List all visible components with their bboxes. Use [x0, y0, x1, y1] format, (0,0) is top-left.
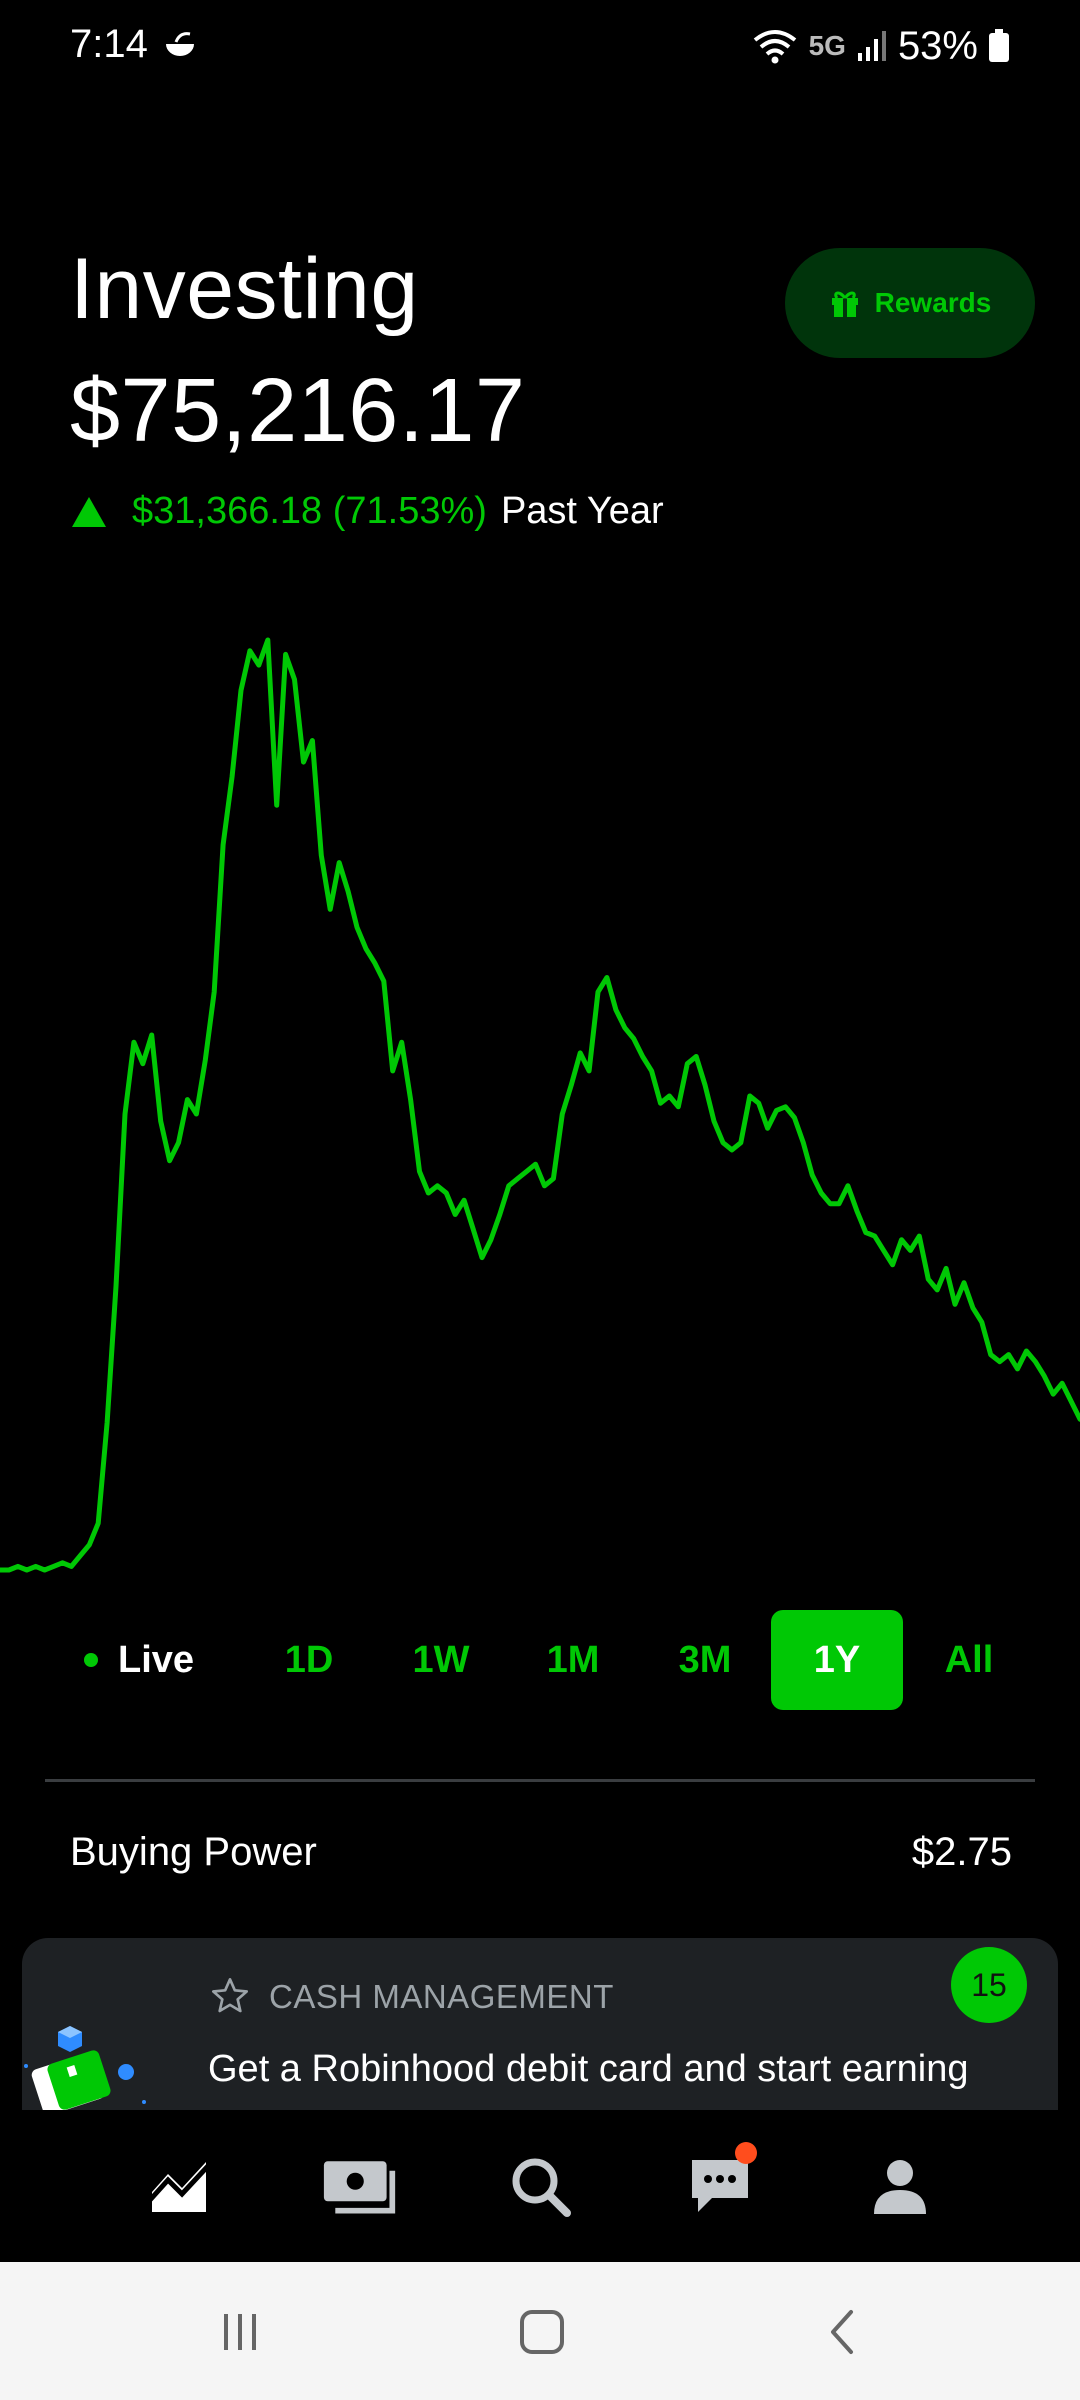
debit-card-illustration [24, 2026, 146, 2110]
rewards-label: Rewards [874, 287, 992, 318]
notification-app-icon [166, 32, 194, 56]
messages-notification-dot [735, 2142, 757, 2164]
time-range-selector: Live 1D 1W 1M 3M 1Y All [0, 1610, 1080, 1710]
chart-icon [148, 2162, 210, 2212]
recents-icon [224, 2314, 256, 2350]
messages-icon [692, 2160, 748, 2212]
gift-icon [831, 291, 858, 317]
range-label: 1M [546, 1638, 600, 1681]
range-1d-button[interactable]: 1D [243, 1610, 375, 1710]
range-1m-button[interactable]: 1M [507, 1610, 639, 1710]
range-label: 1D [284, 1638, 334, 1681]
wifi-icon [753, 30, 796, 64]
signal-icon [857, 31, 886, 61]
recents-button[interactable] [205, 2302, 275, 2362]
up-arrow-icon [72, 496, 106, 527]
system-nav-bar [0, 2262, 1080, 2400]
account-icon [874, 2160, 926, 2214]
chart-series-line [0, 637, 1080, 1573]
range-label: 3M [678, 1638, 732, 1681]
change-period: Past Year [500, 490, 664, 532]
cash-management-card[interactable]: CASH MANAGEMENT Get a Robinhood debit ca… [22, 1938, 1058, 2110]
back-icon [831, 2310, 853, 2354]
star-icon [212, 1978, 249, 2013]
home-icon [520, 2310, 564, 2354]
portfolio-chart[interactable] [0, 620, 1080, 1590]
change-amount: $31,366.18 (71.53%) [132, 490, 487, 532]
status-bar: 7:14 5G 53% [0, 0, 1080, 92]
status-time: 7:14 [70, 22, 148, 66]
card-text: Get a Robinhood debit card and start ear… [208, 2048, 969, 2090]
range-label: 1W [412, 1638, 470, 1681]
nav-search[interactable] [502, 2148, 578, 2224]
portfolio-change: $31,366.18 (71.53%) Past Year [72, 490, 664, 533]
nav-cash[interactable] [322, 2148, 398, 2224]
divider [45, 1779, 1035, 1782]
live-label: Live [118, 1638, 195, 1681]
status-right: 5G 53% [751, 22, 1010, 70]
cash-icon [323, 2161, 396, 2214]
battery-percent: 53% [897, 23, 978, 68]
home-button[interactable] [507, 2302, 577, 2362]
network-type: 5G [808, 30, 846, 61]
back-button[interactable] [808, 2302, 878, 2362]
rewards-button[interactable]: Rewards [785, 248, 1035, 358]
nav-investing[interactable] [142, 2148, 218, 2224]
portfolio-value: $75,216.17 [70, 361, 526, 461]
buying-power-label[interactable]: Buying Power [70, 1830, 317, 1874]
card-category: CASH MANAGEMENT [269, 1978, 614, 2015]
notification-count-badge[interactable]: 15 [951, 1947, 1027, 2023]
live-indicator-dot [84, 1653, 98, 1667]
range-label: All [944, 1638, 994, 1681]
range-1w-button[interactable]: 1W [375, 1610, 507, 1710]
live-button[interactable]: Live [84, 1610, 194, 1710]
battery-icon [989, 29, 1009, 62]
page-title: Investing [70, 241, 419, 337]
range-label: 1Y [813, 1638, 861, 1681]
range-3m-button[interactable]: 3M [639, 1610, 771, 1710]
range-1y-button[interactable]: 1Y [771, 1610, 903, 1710]
nav-messages[interactable] [682, 2148, 758, 2224]
nav-account[interactable] [862, 2148, 938, 2224]
buying-power-value[interactable]: $2.75 [911, 1830, 1012, 1874]
range-all-button[interactable]: All [903, 1610, 1035, 1710]
bottom-nav [0, 2110, 1080, 2262]
search-icon [512, 2158, 571, 2217]
